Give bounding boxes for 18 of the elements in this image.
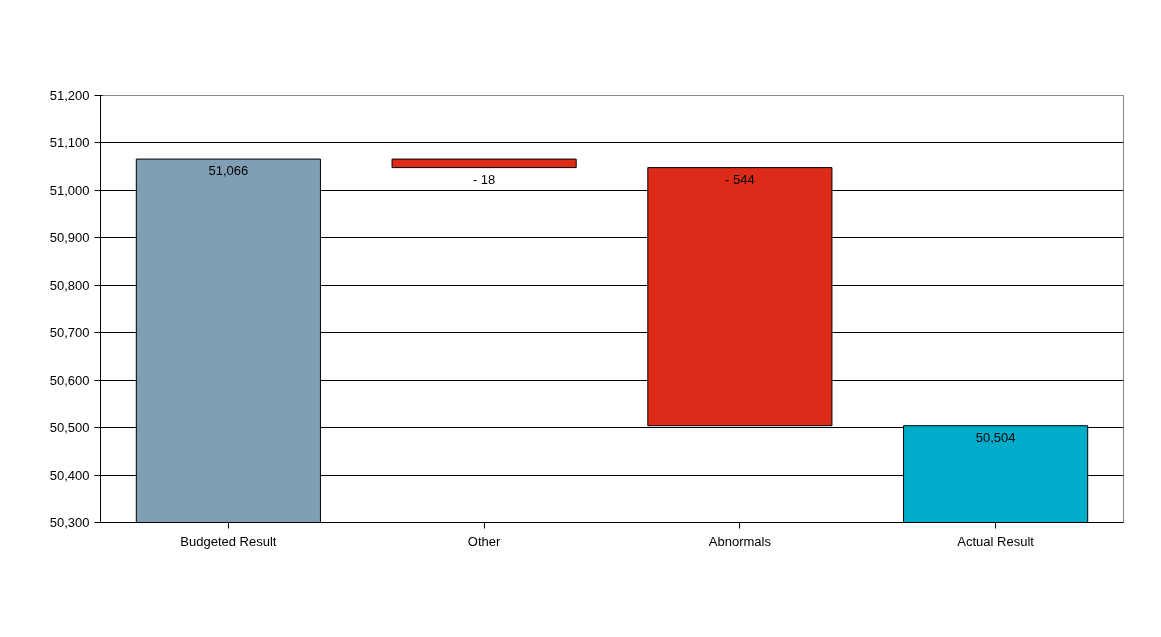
x-tick-label: Abnormals — [708, 533, 772, 549]
x-tick-label: Actual Result — [957, 533, 1035, 549]
y-tick-label: 50,900 — [49, 230, 90, 246]
y-tick-label: 50,700 — [49, 325, 90, 341]
y-tick-label: 50,800 — [49, 277, 90, 293]
y-tick-label: 50,500 — [49, 420, 90, 436]
x-tick-label: Other — [467, 533, 502, 549]
y-tick-label: 50,600 — [49, 372, 90, 388]
y-tick-label: 51,100 — [49, 135, 90, 151]
data-label: 51,066 — [208, 163, 249, 179]
y-tick-label: 51,000 — [49, 182, 90, 198]
data-label: - 544 — [725, 171, 755, 187]
data-label: 50,504 — [975, 430, 1016, 446]
y-tick-label: 51,200 — [49, 88, 90, 103]
x-tick-label: Budgeted Result — [180, 533, 277, 549]
y-tick-label: 50,400 — [49, 467, 90, 483]
y-tick-label: 50,300 — [49, 515, 90, 530]
data-label: - 18 — [472, 171, 496, 187]
